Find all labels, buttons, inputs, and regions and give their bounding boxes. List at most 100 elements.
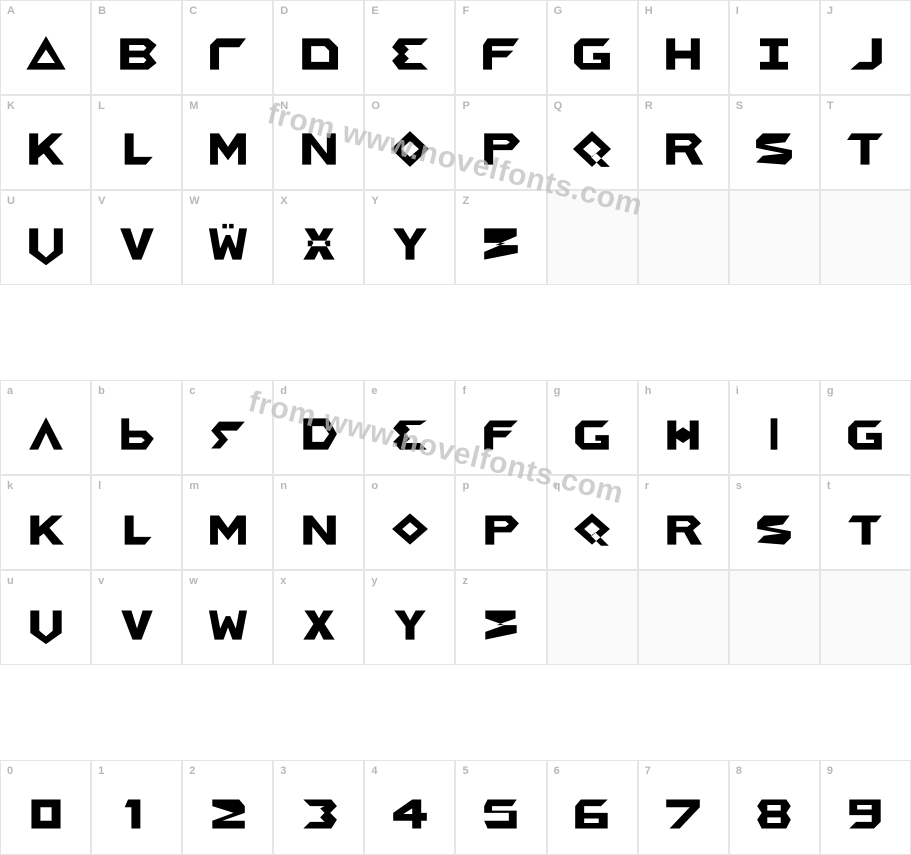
glyph-cell: x xyxy=(273,570,364,665)
glyph-cell: O xyxy=(364,95,455,190)
row-spacer xyxy=(0,285,911,291)
cell-label: I xyxy=(736,5,739,17)
glyph xyxy=(821,96,910,189)
empty-cell xyxy=(729,190,820,285)
cell-label: f xyxy=(462,385,466,397)
glyph-cell: G xyxy=(547,0,638,95)
glyph-cell: l xyxy=(91,475,182,570)
glyph-cell: V xyxy=(91,190,182,285)
glyph-cell: F xyxy=(455,0,546,95)
character-map-grid: ABCDEFGHIJKLMNOPQRSTUVWXYZabcdefghigklmn… xyxy=(0,0,911,855)
glyph-cell: H xyxy=(638,0,729,95)
cell-label: 9 xyxy=(827,765,833,777)
cell-label: K xyxy=(7,100,15,112)
cell-label: o xyxy=(371,480,378,492)
glyph-cell: 3 xyxy=(273,760,364,855)
cell-label: 0 xyxy=(7,765,13,777)
glyph xyxy=(456,381,545,474)
cell-label: i xyxy=(736,385,739,397)
glyph xyxy=(730,381,819,474)
glyph-cell: Y xyxy=(364,190,455,285)
glyph xyxy=(821,1,910,94)
cell-label: L xyxy=(98,100,105,112)
glyph-cell: 6 xyxy=(547,760,638,855)
cell-label: 4 xyxy=(371,765,377,777)
glyph-cell: D xyxy=(273,0,364,95)
cell-label: F xyxy=(462,5,469,17)
glyph-cell: W xyxy=(182,190,273,285)
empty-cell xyxy=(638,190,729,285)
glyph xyxy=(639,381,728,474)
glyph xyxy=(548,761,637,854)
glyph-cell: Q xyxy=(547,95,638,190)
glyph xyxy=(456,571,545,664)
glyph xyxy=(730,476,819,569)
glyph-cell: I xyxy=(729,0,820,95)
glyph xyxy=(456,1,545,94)
cell-label: H xyxy=(645,5,653,17)
cell-label: r xyxy=(645,480,649,492)
glyph xyxy=(1,761,90,854)
cell-label: 2 xyxy=(189,765,195,777)
glyph xyxy=(365,761,454,854)
glyph xyxy=(1,381,90,474)
cell-label: 6 xyxy=(554,765,560,777)
cell-label: w xyxy=(189,575,198,587)
glyph-cell: T xyxy=(820,95,911,190)
cell-label: 1 xyxy=(98,765,104,777)
glyph-cell: A xyxy=(0,0,91,95)
cell-label: S xyxy=(736,100,743,112)
cell-label: p xyxy=(462,480,469,492)
glyph-cell: s xyxy=(729,475,820,570)
glyph-cell: 0 xyxy=(0,760,91,855)
cell-label: x xyxy=(280,575,286,587)
glyph xyxy=(821,381,910,474)
cell-label: C xyxy=(189,5,197,17)
glyph-cell: 7 xyxy=(638,760,729,855)
glyph-cell: R xyxy=(638,95,729,190)
cell-label: N xyxy=(280,100,288,112)
glyph xyxy=(92,761,181,854)
empty-cell xyxy=(820,190,911,285)
glyph-cell: d xyxy=(273,380,364,475)
cell-label: B xyxy=(98,5,106,17)
cell-label: m xyxy=(189,480,199,492)
glyph-cell: m xyxy=(182,475,273,570)
glyph xyxy=(274,381,363,474)
cell-label: c xyxy=(189,385,195,397)
glyph xyxy=(548,476,637,569)
cell-label: 7 xyxy=(645,765,651,777)
cell-label: R xyxy=(645,100,653,112)
cell-label: U xyxy=(7,195,15,207)
cell-label: D xyxy=(280,5,288,17)
glyph-cell: o xyxy=(364,475,455,570)
glyph xyxy=(456,761,545,854)
glyph xyxy=(92,571,181,664)
glyph-cell: C xyxy=(182,0,273,95)
glyph-cell: t xyxy=(820,475,911,570)
glyph xyxy=(92,191,181,284)
glyph-cell: U xyxy=(0,190,91,285)
cell-label: v xyxy=(98,575,104,587)
glyph xyxy=(639,476,728,569)
glyph xyxy=(730,96,819,189)
cell-label: P xyxy=(462,100,469,112)
cell-label: z xyxy=(462,575,468,587)
glyph-cell: 8 xyxy=(729,760,820,855)
glyph xyxy=(365,381,454,474)
cell-label: 5 xyxy=(462,765,468,777)
cell-label: 3 xyxy=(280,765,286,777)
glyph-cell: L xyxy=(91,95,182,190)
glyph xyxy=(274,476,363,569)
glyph-cell: c xyxy=(182,380,273,475)
glyph xyxy=(456,476,545,569)
glyph xyxy=(821,476,910,569)
cell-label: q xyxy=(554,480,561,492)
glyph-cell: 1 xyxy=(91,760,182,855)
glyph xyxy=(456,96,545,189)
glyph-cell: S xyxy=(729,95,820,190)
glyph xyxy=(639,761,728,854)
glyph xyxy=(92,381,181,474)
glyph-cell: r xyxy=(638,475,729,570)
glyph-cell: 5 xyxy=(455,760,546,855)
